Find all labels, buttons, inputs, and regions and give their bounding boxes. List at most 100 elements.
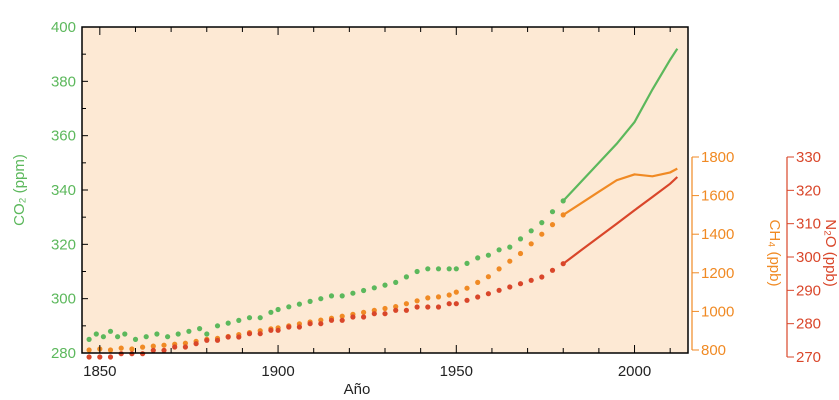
n2o-data-point bbox=[539, 274, 545, 280]
co2-data-point bbox=[165, 334, 171, 340]
ch4-data-point bbox=[425, 295, 431, 301]
ch4-data-point bbox=[435, 294, 442, 300]
co2-tick-label: 360 bbox=[51, 128, 76, 145]
co2-data-point bbox=[236, 317, 242, 323]
ch4-axis: 800 1000 1200 1400 1600 1800 bbox=[691, 149, 734, 359]
co2-data-point bbox=[296, 301, 302, 307]
n2o-data-point bbox=[435, 304, 442, 310]
co2-data-point bbox=[307, 298, 313, 304]
co2-data-point bbox=[560, 198, 566, 204]
ch4-data-point bbox=[393, 304, 399, 310]
co2-tick-label: 280 bbox=[51, 345, 76, 362]
ch4-data-point bbox=[485, 274, 491, 280]
n2o-data-point bbox=[475, 294, 481, 300]
n2o-tick-label: 280 bbox=[796, 316, 821, 333]
n2o-data-point bbox=[549, 267, 556, 273]
ch4-data-point bbox=[382, 305, 388, 312]
plot-lines bbox=[562, 48, 679, 265]
ch4-data-point bbox=[339, 313, 345, 319]
co2-data-point bbox=[425, 266, 431, 272]
ch4-data-point bbox=[475, 279, 481, 285]
ch4-data-point bbox=[107, 347, 114, 353]
ch4-data-point bbox=[361, 309, 367, 315]
ch4-data-point bbox=[446, 292, 452, 298]
ch4-tick-label: 800 bbox=[701, 342, 726, 359]
n2o-data-point bbox=[496, 287, 502, 293]
co2-data-point bbox=[275, 306, 281, 313]
ch4-data-point bbox=[560, 212, 566, 218]
co2-data-point bbox=[446, 266, 452, 272]
co2-data-point bbox=[86, 336, 92, 342]
n2o-data-point bbox=[507, 284, 513, 290]
n2o-data-point bbox=[182, 344, 188, 350]
n2o-tick-label: 310 bbox=[796, 216, 821, 233]
co2-data-point bbox=[154, 331, 160, 337]
n2o-data-point bbox=[414, 304, 420, 310]
ch4-tick-label: 1200 bbox=[701, 265, 734, 282]
n2o-data-point bbox=[318, 321, 324, 327]
co2-data-point bbox=[328, 293, 335, 299]
n2o-axis: 270 280 290 300 310 320 330 bbox=[786, 149, 821, 366]
ch4-data-point bbox=[182, 340, 188, 346]
n2o-data-point bbox=[328, 317, 335, 323]
co2-data-point bbox=[93, 331, 99, 337]
x-axis-title: Año bbox=[344, 381, 371, 398]
n2o-series-line bbox=[562, 176, 679, 265]
co2-data-point bbox=[371, 285, 377, 291]
co2-axis-title: CO₂ (ppm) bbox=[11, 154, 28, 226]
co2-data-point bbox=[100, 334, 106, 340]
ch4-tick-label: 1400 bbox=[701, 226, 734, 243]
n2o-data-point bbox=[528, 277, 534, 283]
ch4-data-point bbox=[86, 347, 92, 353]
n2o-data-point bbox=[86, 354, 92, 360]
co2-data-point bbox=[539, 220, 545, 226]
n2o-data-point bbox=[193, 341, 199, 347]
co2-data-point bbox=[175, 331, 181, 337]
n2o-data-point bbox=[150, 347, 156, 353]
co2-data-point bbox=[132, 336, 139, 342]
co2-series-line bbox=[562, 48, 679, 202]
n2o-data-point bbox=[425, 304, 431, 310]
co2-data-point bbox=[286, 304, 292, 310]
n2o-data-point bbox=[382, 311, 388, 317]
n2o-data-point bbox=[296, 324, 302, 330]
ch4-data-point bbox=[453, 289, 459, 295]
ch4-data-point bbox=[507, 258, 513, 264]
co2-data-point bbox=[361, 287, 367, 294]
co2-data-point bbox=[528, 228, 534, 234]
co2-data-point bbox=[318, 296, 324, 302]
co2-data-point bbox=[204, 331, 210, 337]
ch4-data-point bbox=[403, 301, 409, 307]
ch4-tick-label: 1800 bbox=[701, 149, 734, 166]
ch4-data-point bbox=[414, 298, 420, 304]
co2-data-point bbox=[549, 209, 556, 215]
ch4-data-point bbox=[549, 222, 556, 228]
n2o-data-point bbox=[464, 297, 470, 303]
plot-points bbox=[86, 198, 566, 360]
n2o-tick-label: 270 bbox=[796, 349, 821, 366]
n2o-data-point bbox=[453, 301, 459, 307]
n2o-data-point bbox=[204, 337, 210, 343]
co2-tick-label: 400 bbox=[51, 19, 76, 36]
n2o-data-point bbox=[307, 321, 313, 327]
co2-data-point bbox=[414, 268, 420, 275]
co2-data-point bbox=[225, 320, 231, 326]
ch4-data-point bbox=[140, 344, 146, 350]
x-tick-label: 1950 bbox=[440, 363, 473, 380]
ch4-data-point bbox=[539, 231, 545, 237]
co2-data-point bbox=[143, 334, 149, 340]
x-tick-label: 1850 bbox=[83, 363, 116, 380]
co2-data-point bbox=[339, 293, 345, 299]
ch4-data-point bbox=[528, 241, 534, 247]
ch4-data-point bbox=[464, 285, 470, 291]
n2o-data-point bbox=[97, 354, 103, 360]
co2-data-point bbox=[268, 309, 274, 315]
n2o-data-point bbox=[161, 347, 167, 353]
n2o-data-point bbox=[236, 334, 242, 340]
co2-data-point bbox=[246, 315, 253, 321]
co2-data-point bbox=[517, 236, 524, 242]
co2-data-point bbox=[214, 323, 221, 329]
n2o-data-point bbox=[371, 311, 377, 317]
n2o-data-point bbox=[446, 301, 452, 307]
